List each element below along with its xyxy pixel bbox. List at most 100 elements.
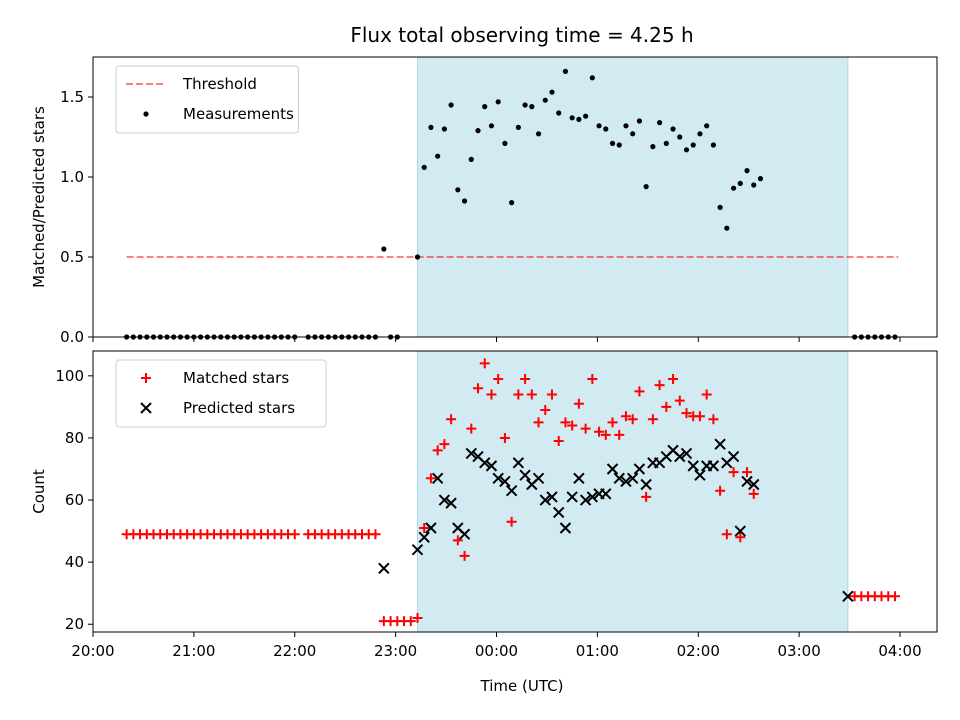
data-point	[690, 142, 696, 148]
data-point	[539, 494, 551, 506]
y-tick-label: 0.0	[60, 328, 84, 346]
data-point	[529, 104, 535, 110]
data-point	[562, 68, 569, 74]
data-point	[421, 164, 427, 170]
data-point	[757, 176, 764, 182]
data-point	[532, 472, 545, 485]
x-tick-label: 04:00	[878, 642, 921, 660]
legend: Threshold Measurements	[115, 65, 299, 134]
legend-label: Predicted stars	[183, 399, 295, 417]
data-point	[714, 438, 726, 450]
data-point	[566, 491, 578, 503]
data-point	[587, 373, 598, 384]
data-point	[748, 478, 760, 491]
data-point	[535, 131, 542, 137]
data-point	[485, 460, 498, 472]
data-point	[533, 417, 544, 428]
data-point	[613, 472, 625, 485]
data-point	[633, 463, 646, 475]
x-axis-label: Time (UTC)	[480, 677, 564, 695]
data-point	[727, 450, 740, 463]
data-point	[468, 156, 474, 162]
data-point	[656, 120, 663, 126]
data-point	[661, 401, 672, 412]
data-point	[560, 417, 571, 428]
data-point	[505, 485, 518, 497]
data-point	[452, 535, 463, 546]
observing-window-shade	[416, 56, 849, 338]
data-point	[438, 494, 451, 506]
data-point	[482, 104, 488, 110]
data-point	[708, 414, 719, 425]
data-point	[411, 544, 424, 556]
data-point	[553, 436, 564, 447]
data-point	[634, 386, 645, 397]
x-tick-label: 22:00	[273, 642, 316, 660]
data-point	[589, 75, 595, 81]
data-point	[616, 142, 622, 148]
data-point	[512, 457, 525, 469]
data-point	[721, 529, 732, 540]
data-point	[586, 491, 599, 503]
data-point	[506, 516, 517, 527]
data-point	[594, 426, 605, 437]
data-point	[499, 475, 511, 488]
data-point	[670, 126, 676, 132]
data-point	[432, 445, 443, 456]
x-tick-label: 21:00	[172, 642, 215, 660]
y-tick-label: 100	[55, 367, 84, 385]
data-point	[748, 488, 759, 499]
data-point	[435, 153, 441, 159]
data-point	[479, 358, 490, 369]
data-point	[751, 182, 757, 188]
data-point	[576, 116, 582, 122]
y-tick-label: 20	[65, 615, 84, 633]
data-point	[405, 616, 416, 627]
data-point	[446, 414, 457, 425]
data-point	[573, 472, 585, 485]
data-point	[614, 429, 625, 440]
series-matched-stars	[121, 358, 900, 627]
data-point	[492, 472, 504, 485]
data-point	[683, 147, 690, 153]
data-point	[499, 432, 510, 443]
legend: Matched stars Predicted stars	[115, 359, 327, 428]
data-point	[630, 131, 636, 137]
data-point	[842, 590, 854, 603]
data-point	[520, 373, 531, 384]
data-point	[495, 99, 501, 105]
y-tick-label: 1.0	[60, 168, 84, 186]
data-point	[540, 404, 551, 415]
y-tick-label: 1.5	[60, 88, 84, 106]
data-point	[475, 128, 481, 134]
data-point	[627, 414, 638, 425]
data-point	[674, 395, 685, 406]
data-point	[701, 389, 712, 400]
data-point	[734, 525, 746, 537]
y-axis-label: Count	[30, 469, 48, 514]
data-point	[439, 439, 450, 450]
data-point	[680, 447, 693, 460]
x-tick-label: 20:00	[71, 642, 114, 660]
data-point	[609, 140, 616, 146]
data-point	[654, 380, 665, 391]
data-point	[707, 460, 720, 472]
data-point	[681, 408, 692, 419]
data-point	[728, 467, 739, 478]
data-point	[431, 472, 444, 485]
data-point	[455, 187, 461, 193]
data-point	[549, 89, 555, 95]
data-point	[546, 491, 558, 503]
x-tick-label: 01:00	[576, 642, 619, 660]
data-point	[600, 429, 611, 440]
data-point	[889, 591, 900, 602]
data-point	[486, 389, 497, 400]
legend-label: Threshold	[182, 75, 257, 93]
data-point	[717, 204, 723, 210]
axes-frame	[92, 56, 938, 338]
data-point	[542, 97, 548, 103]
series-predicted-stars	[378, 438, 854, 603]
data-point	[620, 411, 631, 422]
data-point	[607, 417, 618, 428]
y-tick-label: 80	[65, 429, 84, 447]
